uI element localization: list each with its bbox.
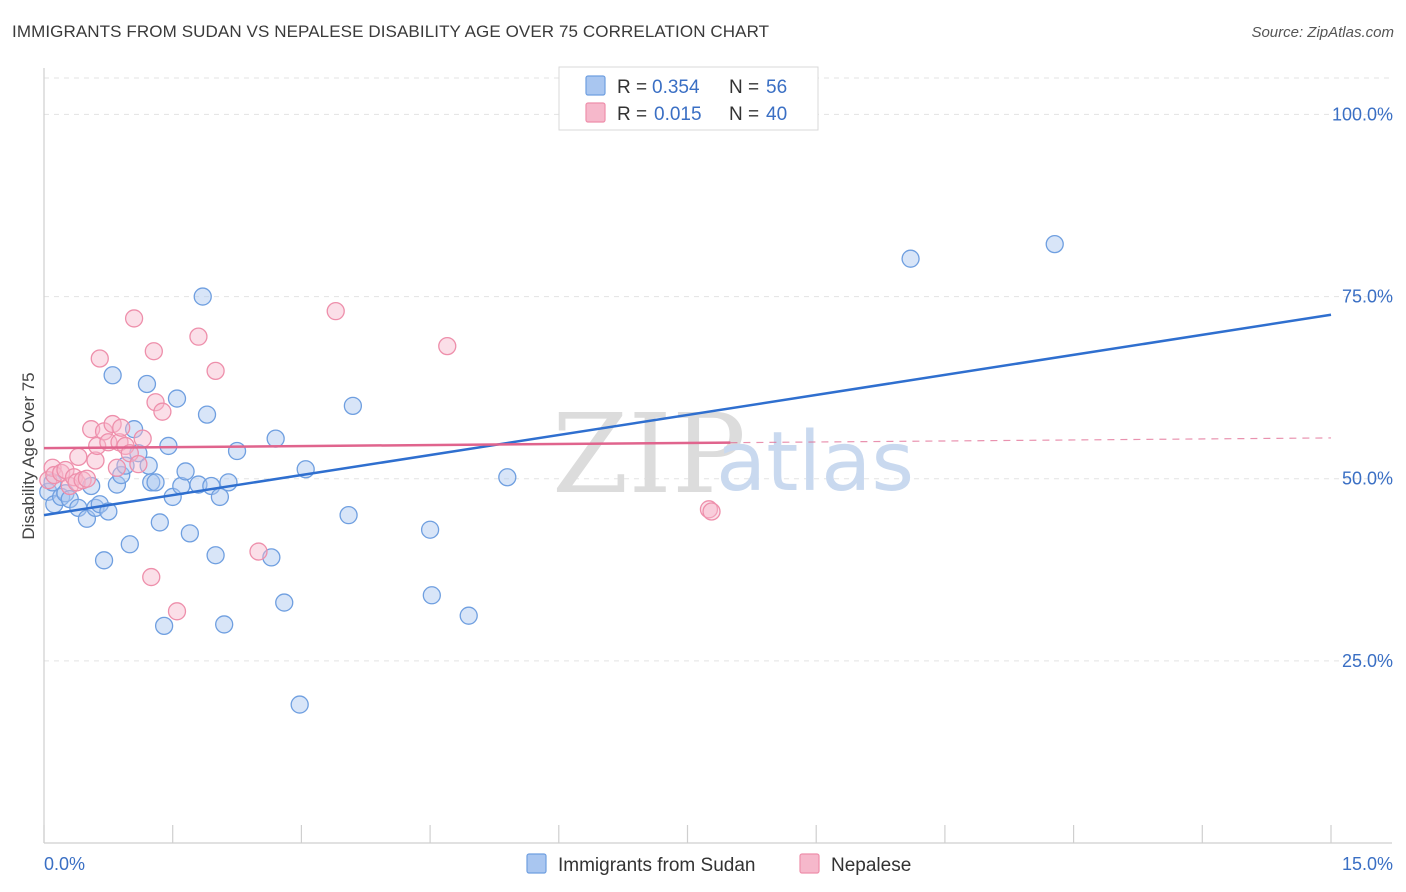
legend-r-label-sudan: R = [617, 77, 647, 98]
point-sudan [901, 249, 920, 268]
trend-lines [43, 313, 1332, 517]
bottom-legend-label-sudan: Immigrants from Sudan [558, 855, 755, 876]
point-nepalese [142, 567, 161, 587]
point-sudan [150, 513, 169, 532]
point-sudan [176, 462, 195, 481]
point-nepalese [45, 465, 64, 485]
point-sudan [137, 374, 157, 394]
point-sudan [180, 524, 200, 543]
point-sudan [290, 695, 309, 714]
point-sudan [1045, 234, 1064, 254]
point-nepalese [438, 336, 457, 356]
point-sudan [142, 473, 161, 492]
point-nepalese [326, 301, 345, 321]
y-axis-label: Disability Age Over 75 [19, 372, 38, 539]
legend-n-value-sudan: 56 [766, 77, 787, 98]
trend-line-sudan [43, 313, 1332, 517]
point-nepalese [112, 418, 131, 437]
legend-swatch-nepalese [585, 102, 606, 123]
point-sudan [275, 593, 294, 612]
point-nepalese [167, 602, 187, 621]
point-sudan [146, 473, 165, 492]
point-nepalese [107, 458, 127, 477]
point-nepalese [144, 342, 163, 361]
point-sudan [343, 396, 363, 416]
point-sudan [420, 520, 440, 539]
point-sudan [120, 535, 139, 554]
bottom-legend-label-nepalese: Nepalese [831, 855, 911, 876]
x-tick-labels: 0.0% 15.0% [44, 854, 1393, 874]
point-nepalese [189, 327, 208, 346]
point-sudan [339, 505, 358, 525]
point-nepalese [133, 429, 152, 448]
point-nepalese [88, 436, 107, 456]
point-nepalese [146, 393, 165, 412]
axes [43, 68, 1392, 844]
legend-r-value-sudan: 0.354 [652, 77, 700, 98]
point-sudan [197, 405, 217, 424]
point-sudan [154, 616, 174, 636]
y-tick-label-25: 25.0% [1342, 651, 1393, 671]
legend-n-label-sudan: N = [729, 77, 759, 98]
point-sudan [94, 551, 114, 570]
point-nepalese [699, 500, 719, 519]
point-nepalese [206, 361, 225, 381]
source-label: Source: ZipAtlas.com [1251, 24, 1394, 41]
y-tick-labels: 25.0% 50.0% 75.0% 100.0% [1332, 104, 1393, 670]
point-sudan [459, 606, 478, 625]
point-sudan [422, 586, 441, 605]
trend-line-nepalese [43, 441, 731, 450]
y-tick-label-50: 50.0% [1342, 469, 1393, 489]
legend-r-label-nepalese: R = [617, 104, 647, 125]
point-sudan [215, 615, 234, 634]
watermark: ZIP atlas [552, 390, 914, 518]
point-nepalese [77, 469, 97, 488]
point-nepalese [90, 349, 109, 368]
grid-lines [44, 77, 1392, 662]
point-nepalese [153, 402, 172, 421]
bottom-legend-swatch-sudan [526, 853, 547, 874]
x-tick-label-min: 0.0% [44, 854, 85, 874]
point-sudan [206, 546, 225, 565]
point-nepalese [702, 502, 721, 521]
x-tick-label-max: 15.0% [1342, 854, 1393, 874]
point-sudan [99, 502, 118, 521]
trend-line-nepalese-extension [730, 437, 1332, 444]
watermark-atlas: atlas [716, 415, 914, 510]
legend-n-value-nepalese: 40 [766, 104, 787, 125]
point-nepalese [249, 542, 268, 561]
legend-r-value-nepalese: 0.015 [654, 104, 702, 125]
legend-n-label-nepalese: N = [729, 104, 759, 125]
bottom-legend: Immigrants from Sudan Nepalese [526, 853, 911, 876]
legend: R = 0.354 N = 56 R = 0.015 N = 40 [558, 66, 819, 131]
point-sudan [498, 468, 517, 487]
point-nepalese [86, 451, 105, 470]
point-nepalese [69, 447, 88, 467]
point-sudan [266, 429, 285, 448]
point-sudan [193, 287, 212, 306]
point-sudan [227, 441, 247, 461]
point-nepalese [124, 309, 144, 328]
y-tick-label-75: 75.0% [1342, 287, 1393, 307]
point-nepalese [129, 454, 148, 474]
y-tick-label-100: 100.0% [1332, 104, 1393, 124]
point-sudan [167, 389, 187, 408]
chart-title: IMMIGRANTS FROM SUDAN VS NEPALESE DISABI… [12, 22, 770, 41]
bottom-legend-swatch-nepalese [799, 853, 820, 874]
legend-swatch-sudan [585, 75, 606, 96]
point-sudan [103, 366, 122, 385]
